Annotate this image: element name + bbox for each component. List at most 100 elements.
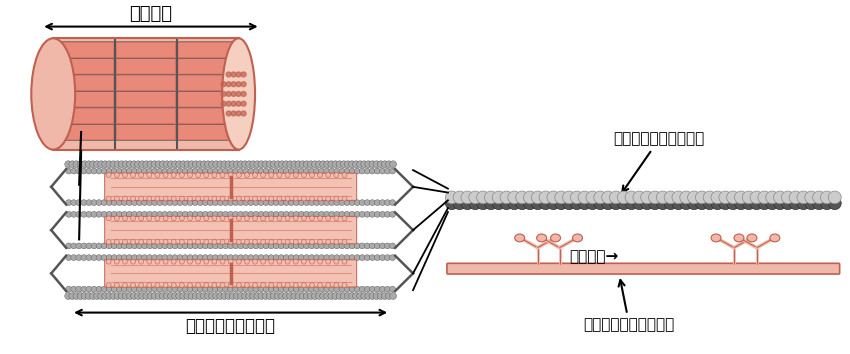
Circle shape bbox=[143, 161, 150, 168]
Circle shape bbox=[221, 82, 226, 87]
Circle shape bbox=[162, 168, 167, 174]
Circle shape bbox=[118, 292, 125, 299]
Circle shape bbox=[334, 196, 339, 201]
Circle shape bbox=[134, 292, 142, 299]
Circle shape bbox=[252, 239, 258, 244]
Circle shape bbox=[187, 255, 193, 261]
Circle shape bbox=[217, 292, 224, 299]
Circle shape bbox=[326, 196, 331, 201]
Circle shape bbox=[134, 161, 142, 168]
Circle shape bbox=[273, 200, 279, 206]
Circle shape bbox=[309, 196, 314, 201]
Circle shape bbox=[245, 196, 249, 201]
Circle shape bbox=[293, 200, 299, 206]
Circle shape bbox=[204, 259, 209, 264]
Circle shape bbox=[131, 173, 135, 178]
Circle shape bbox=[389, 292, 397, 299]
Circle shape bbox=[163, 292, 170, 299]
Circle shape bbox=[217, 161, 224, 168]
Circle shape bbox=[266, 161, 273, 168]
Circle shape bbox=[293, 286, 299, 292]
Circle shape bbox=[766, 197, 779, 210]
Circle shape bbox=[188, 216, 192, 221]
Circle shape bbox=[76, 286, 82, 292]
Circle shape bbox=[111, 243, 117, 249]
Circle shape bbox=[73, 161, 80, 168]
Circle shape bbox=[248, 168, 254, 174]
Circle shape bbox=[344, 292, 351, 299]
Circle shape bbox=[453, 191, 466, 204]
Circle shape bbox=[102, 292, 109, 299]
Circle shape bbox=[139, 239, 144, 244]
Circle shape bbox=[268, 211, 274, 217]
Circle shape bbox=[539, 197, 552, 210]
Circle shape bbox=[212, 216, 217, 221]
Circle shape bbox=[172, 243, 178, 249]
Circle shape bbox=[177, 168, 183, 174]
Circle shape bbox=[111, 286, 117, 292]
Circle shape bbox=[354, 200, 360, 206]
FancyBboxPatch shape bbox=[54, 108, 114, 124]
Circle shape bbox=[192, 243, 198, 249]
Circle shape bbox=[142, 255, 148, 261]
Circle shape bbox=[275, 161, 281, 168]
Circle shape bbox=[649, 197, 661, 210]
Circle shape bbox=[314, 243, 320, 249]
Circle shape bbox=[384, 243, 390, 249]
Circle shape bbox=[555, 197, 568, 210]
Circle shape bbox=[360, 292, 368, 299]
Circle shape bbox=[295, 161, 302, 168]
Circle shape bbox=[774, 197, 786, 210]
Circle shape bbox=[196, 216, 201, 221]
Circle shape bbox=[320, 161, 326, 168]
Circle shape bbox=[365, 200, 371, 206]
Circle shape bbox=[344, 200, 350, 206]
Circle shape bbox=[132, 200, 138, 206]
Circle shape bbox=[188, 239, 192, 244]
Circle shape bbox=[139, 196, 144, 201]
Circle shape bbox=[91, 200, 97, 206]
Circle shape bbox=[122, 243, 127, 249]
Circle shape bbox=[279, 161, 286, 168]
Circle shape bbox=[309, 243, 314, 249]
Circle shape bbox=[228, 200, 234, 206]
Ellipse shape bbox=[734, 234, 744, 242]
Circle shape bbox=[328, 292, 335, 299]
Circle shape bbox=[349, 243, 355, 249]
Circle shape bbox=[326, 259, 331, 264]
Circle shape bbox=[524, 191, 536, 204]
Circle shape bbox=[273, 286, 279, 292]
Circle shape bbox=[245, 173, 249, 178]
Circle shape bbox=[524, 197, 536, 210]
FancyBboxPatch shape bbox=[178, 75, 238, 91]
Circle shape bbox=[672, 197, 685, 210]
Circle shape bbox=[205, 292, 212, 299]
Circle shape bbox=[142, 168, 148, 174]
Circle shape bbox=[277, 239, 282, 244]
Circle shape bbox=[245, 282, 249, 287]
Circle shape bbox=[285, 239, 290, 244]
Circle shape bbox=[236, 216, 241, 221]
Circle shape bbox=[122, 200, 127, 206]
Ellipse shape bbox=[573, 234, 582, 242]
Circle shape bbox=[268, 286, 274, 292]
Circle shape bbox=[218, 211, 224, 217]
Circle shape bbox=[273, 255, 279, 261]
Circle shape bbox=[382, 292, 388, 299]
Circle shape bbox=[324, 292, 331, 299]
Circle shape bbox=[303, 255, 309, 261]
Circle shape bbox=[236, 111, 241, 116]
Circle shape bbox=[374, 286, 381, 292]
Circle shape bbox=[131, 216, 135, 221]
Circle shape bbox=[245, 239, 249, 244]
Circle shape bbox=[324, 200, 330, 206]
Circle shape bbox=[182, 243, 188, 249]
Circle shape bbox=[208, 292, 216, 299]
Circle shape bbox=[326, 173, 331, 178]
Circle shape bbox=[172, 255, 178, 261]
Circle shape bbox=[688, 191, 700, 204]
Circle shape bbox=[250, 292, 257, 299]
Circle shape bbox=[318, 173, 323, 178]
Circle shape bbox=[226, 72, 231, 77]
Circle shape bbox=[238, 255, 244, 261]
